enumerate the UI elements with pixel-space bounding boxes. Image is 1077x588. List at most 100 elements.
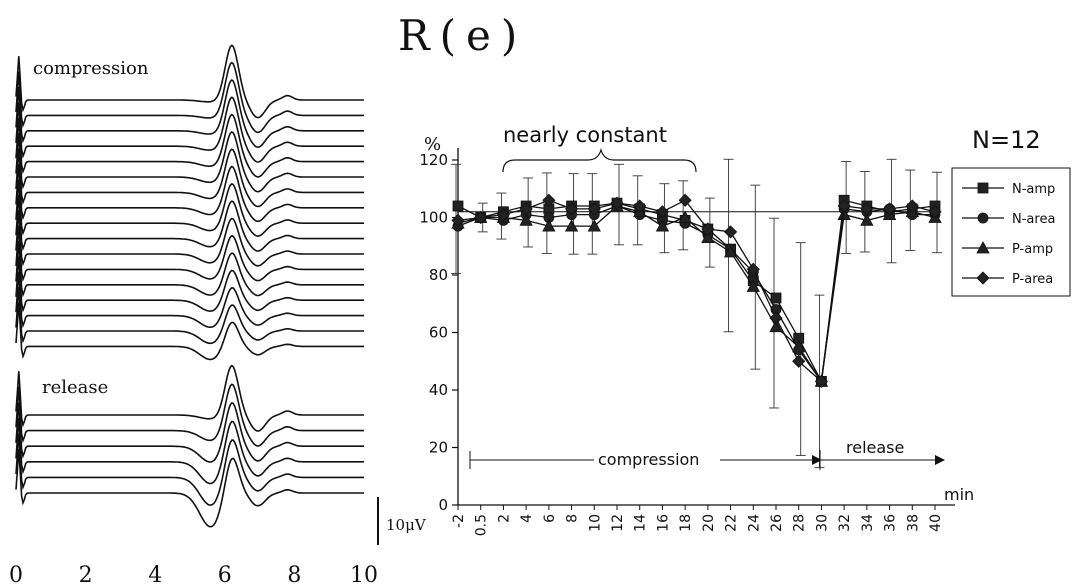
legend-label-n-area: N-area xyxy=(1012,212,1055,227)
point-p-amp xyxy=(701,230,715,244)
point-p-amp xyxy=(564,219,579,232)
x-tick-label: 18 xyxy=(678,514,694,532)
release-trace xyxy=(15,401,364,463)
nearly-constant-brace xyxy=(502,147,697,173)
compression-trace xyxy=(15,240,364,298)
series-lines xyxy=(451,193,942,388)
point-n-amp xyxy=(770,292,782,304)
x-unit-label: min xyxy=(944,485,974,504)
x-tick-label: 22 xyxy=(724,514,740,532)
x-tick-label: 38 xyxy=(905,514,921,532)
point-p-area xyxy=(746,262,760,276)
point-p-amp xyxy=(655,219,670,232)
compression-trace xyxy=(15,210,364,267)
legend-label-p-amp: P-amp xyxy=(1012,242,1053,257)
compression-trace xyxy=(15,287,364,345)
summary-chart: % nearly constant N=12 0 20 40 60 80 100 120 -2… xyxy=(419,123,1071,536)
point-p-area xyxy=(474,210,488,225)
compression-trace xyxy=(15,302,364,361)
point-p-area xyxy=(633,199,647,213)
n-count-label: N=12 xyxy=(972,126,1041,154)
point-p-area xyxy=(792,354,806,368)
point-p-amp xyxy=(678,210,692,223)
nearly-constant-annotation: nearly constant xyxy=(503,123,667,147)
x-tick-label: 40 xyxy=(928,514,944,532)
point-p-area xyxy=(724,225,738,239)
x-tick-label: 32 xyxy=(837,514,853,532)
compression-traces xyxy=(15,44,364,361)
point-p-amp xyxy=(792,340,806,353)
y-tick-label: 40 xyxy=(429,381,448,399)
compression-trace xyxy=(15,96,364,163)
x-tick-label: 34 xyxy=(860,514,876,532)
x-tick-label: 16 xyxy=(655,514,671,532)
legend-label-n-amp: N-amp xyxy=(1012,182,1055,197)
compression-waveform-label: compression xyxy=(33,58,149,79)
x-tick-label: 8 xyxy=(565,514,581,523)
waveform-x-tick: 8 xyxy=(287,563,301,588)
x-tick-label: 24 xyxy=(746,514,762,532)
point-p-amp xyxy=(519,213,533,226)
compression-trace xyxy=(15,131,364,193)
x-tick-label: 2 xyxy=(496,514,512,523)
release-trace xyxy=(15,383,364,447)
compression-phase-label: compression xyxy=(598,450,699,469)
series-line-n-area xyxy=(457,205,935,384)
x-tick-label: 28 xyxy=(792,514,808,532)
release-traces xyxy=(15,364,364,528)
series-line-p-amp xyxy=(457,205,936,384)
point-p-area xyxy=(610,196,624,210)
point-p-amp xyxy=(746,279,760,292)
compression-trace xyxy=(15,194,364,252)
point-p-amp xyxy=(860,213,874,226)
x-tick-label: 4 xyxy=(519,514,535,523)
x-tick-label: 0.5 xyxy=(474,514,490,536)
x-tick-label: 10 xyxy=(587,514,603,532)
waveform-x-ticks: 0 2 4 6 8 10 xyxy=(9,563,378,588)
compression-trace xyxy=(15,61,364,134)
series-line-p-area xyxy=(457,199,936,383)
waveform-x-tick: 6 xyxy=(218,563,232,588)
point-p-area xyxy=(860,202,874,216)
point-p-area xyxy=(769,311,783,325)
point-p-amp xyxy=(542,219,556,232)
point-p-amp xyxy=(723,245,738,258)
x-tick-label: 26 xyxy=(769,514,785,532)
y-tick-label: 20 xyxy=(429,439,448,457)
legend-marker-n-area xyxy=(977,212,989,224)
compression-trace xyxy=(15,78,364,149)
release-trace xyxy=(15,417,364,485)
series-line-n-amp xyxy=(457,199,936,384)
release-trace xyxy=(15,364,364,432)
point-p-area xyxy=(928,205,942,219)
legend: N-amp N-area P-amp P-area xyxy=(951,167,1071,297)
x-tick-label: 36 xyxy=(883,514,899,532)
waveform-x-tick: 0 xyxy=(9,563,23,588)
waveform-x-tick: 10 xyxy=(350,563,378,588)
compression-trace xyxy=(15,44,364,119)
x-tick-label: 6 xyxy=(542,514,558,523)
point-p-area xyxy=(655,205,669,219)
point-p-amp xyxy=(769,319,783,333)
compression-trace xyxy=(15,225,364,283)
point-p-area xyxy=(883,202,897,216)
figure-title: R(e) xyxy=(398,11,527,60)
scale-bar-label: 10μV xyxy=(386,516,427,534)
release-phase-label: release xyxy=(846,438,904,457)
legend-marker-p-area xyxy=(976,271,990,285)
release-arrowhead xyxy=(935,455,945,465)
point-p-area xyxy=(587,202,601,216)
scale-bar: 10μV xyxy=(377,497,427,545)
point-n-amp xyxy=(452,200,464,212)
compression-trace xyxy=(15,179,364,238)
point-p-area xyxy=(451,213,465,227)
unit-label: % xyxy=(424,134,441,155)
legend-marker-p-amp xyxy=(976,241,990,254)
point-p-area xyxy=(519,202,533,216)
point-p-area xyxy=(701,222,715,236)
point-p-area xyxy=(905,199,919,213)
waveform-panel: compression release 0 2 4 6 8 10 10μV xyxy=(9,44,427,588)
point-p-area xyxy=(837,199,851,213)
